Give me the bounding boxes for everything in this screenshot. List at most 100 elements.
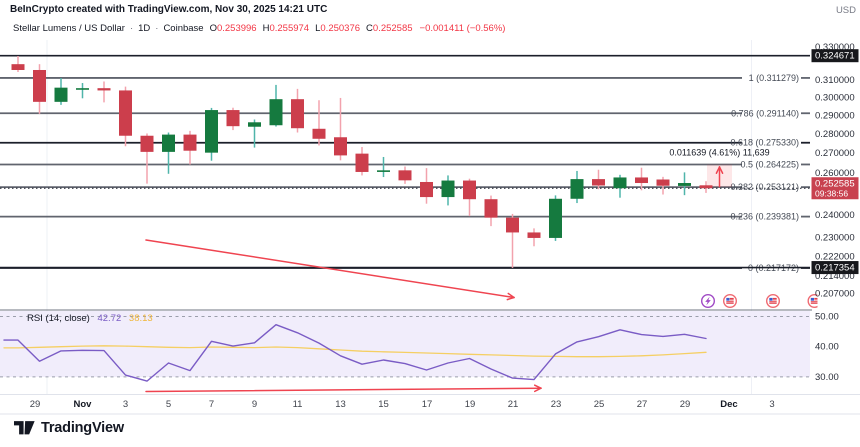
- price-tick: 0.290000: [815, 110, 855, 121]
- candle-nov-14: [355, 147, 369, 176]
- price-tick: 0.240000: [815, 210, 855, 221]
- price-tick: 0.330000: [815, 42, 855, 53]
- svg-text:0.324671: 0.324671: [815, 51, 855, 62]
- svg-text:09:38:56: 09:38:56: [815, 189, 848, 199]
- candle-nov-21: [506, 213, 519, 268]
- candle-nov-11: [291, 88, 304, 133]
- time-tick: 11: [293, 399, 303, 410]
- change-label: −0.001411 (−0.56%): [419, 23, 506, 34]
- rsi-value: 42.72: [97, 313, 122, 324]
- candle-nov-27: [635, 167, 648, 191]
- price-axis[interactable]: 0.330000 0.310000 0.300000 0.290000 0.280000…: [811, 42, 859, 383]
- time-tick: 3: [769, 399, 774, 410]
- fib-level-label: 1 (0.311279): [749, 73, 799, 83]
- time-tick: 17: [422, 399, 433, 410]
- candle-nov-8: [226, 107, 240, 131]
- time-tick: 21: [508, 399, 519, 410]
- rsi-label: RSI (14, close): [27, 313, 90, 324]
- candle-nov-22: [527, 228, 541, 247]
- candle-nov-26: [613, 174, 627, 198]
- price-line-badge: 0.217354: [811, 261, 859, 275]
- candle-nov-3: [119, 86, 132, 147]
- rsi-trend-arrow[interactable]: [145, 384, 542, 393]
- candle-nov-24: [570, 170, 584, 204]
- time-axis[interactable]: 29 Nov 3 5 7 9 11 13 15 17 19 21 23 25 27 29 Dec 3: [30, 399, 775, 410]
- downtrend-arrow[interactable]: [145, 239, 515, 301]
- svg-text:0.217354: 0.217354: [815, 263, 855, 274]
- attribution-text: BeInCrypto created with TradingView.com,…: [10, 4, 328, 15]
- candle-nov-6: [183, 130, 197, 165]
- fib-level-label: 0.618 (0.275330): [730, 138, 799, 148]
- time-tick: 5: [166, 399, 171, 410]
- economic-event-icon[interactable]: [723, 294, 738, 309]
- candle-nov-12: [312, 100, 326, 146]
- title-separator: ·: [155, 23, 159, 34]
- ohlc-low: L0.250376: [315, 23, 361, 34]
- candle-nov-9: [248, 119, 261, 148]
- price-tick: 0.300000: [815, 92, 855, 103]
- measure-tool[interactable]: 0.011639 (4.61%) 11,639: [669, 147, 770, 188]
- measure-label: 0.011639 (4.61%) 11,639: [669, 147, 769, 157]
- candle-nov-16: [398, 166, 412, 184]
- price-tick: 0.222000: [815, 251, 855, 262]
- pane-separators: [0, 309, 860, 415]
- candle-nov-25: [592, 169, 605, 190]
- rsi-axis-tick: 30.00: [815, 372, 839, 383]
- time-tick: 9: [252, 399, 257, 410]
- ohlc-high: H0.255974: [262, 23, 310, 34]
- price-tick: 0.310000: [815, 75, 855, 86]
- candle-nov-4: [140, 133, 154, 184]
- rsi-ma-value: 38.13: [128, 313, 153, 324]
- currency-label: USD: [835, 5, 856, 16]
- candle-oct-29: [11, 55, 25, 73]
- tradingview-logo-text: TradingView: [41, 420, 124, 436]
- economic-event-icon[interactable]: [807, 294, 821, 308]
- rsi-pane[interactable]: [0, 311, 810, 382]
- event-markers[interactable]: [701, 294, 821, 309]
- price-tick: 0.270000: [815, 148, 855, 159]
- price-tick: 0.214000: [815, 271, 855, 282]
- time-tick: 13: [335, 399, 346, 410]
- candlestick-series[interactable]: [11, 55, 713, 268]
- candle-nov-23: [549, 195, 562, 241]
- candle-nov-10: [269, 84, 283, 127]
- price-tick: 0.280000: [815, 129, 855, 140]
- ohlc-close: C0.252585: [366, 23, 413, 34]
- time-tick: 7: [209, 399, 214, 410]
- symbol-title-row: Stellar Lumens / US Dollar · 1D · Coinba…: [13, 23, 505, 34]
- candle-nov-28: [656, 176, 670, 195]
- time-tick: Dec: [720, 399, 737, 410]
- exchange-label: Coinbase: [163, 23, 204, 34]
- candle-nov-5: [162, 132, 175, 174]
- time-tick: Nov: [74, 399, 93, 410]
- svg-text:0.252585: 0.252585: [815, 179, 855, 190]
- fib-level-label: 0.5 (0.264225): [740, 159, 799, 169]
- price-tick: 0.260000: [815, 168, 855, 179]
- interval-label: 1D: [138, 23, 151, 34]
- candle-nov-15: [377, 156, 390, 178]
- price-tick: 0.207000: [815, 288, 855, 299]
- candle-oct-31: [54, 78, 68, 105]
- time-tick: 3: [123, 399, 128, 410]
- time-tick: 27: [637, 399, 648, 410]
- rsi-ma-line[interactable]: [3, 345, 707, 358]
- candle-nov-20: [484, 195, 498, 227]
- tradingview-logo[interactable]: TradingView: [14, 420, 124, 436]
- economic-event-icon[interactable]: [766, 294, 781, 309]
- rsi-indicator-title[interactable]: RSI (14, close) 42.72 38.13: [27, 313, 153, 324]
- fib-level-label: 0.382 (0.253121): [730, 182, 799, 192]
- ohlc-open: O0.253996: [209, 23, 257, 34]
- rsi-axis-tick: 40.00: [815, 342, 839, 353]
- candle-nov-2: [97, 81, 111, 103]
- rsi-line[interactable]: [3, 324, 707, 382]
- candle-nov-30: [699, 181, 713, 193]
- time-tick: 25: [594, 399, 605, 410]
- time-tick: 29: [30, 399, 41, 410]
- time-tick: 19: [465, 399, 476, 410]
- tradingview-logo-icon: [14, 421, 35, 435]
- flash-event-icon[interactable]: [701, 294, 716, 309]
- title-separator: ·: [129, 23, 134, 34]
- fib-level-label: 0.786 (0.291140): [731, 108, 799, 118]
